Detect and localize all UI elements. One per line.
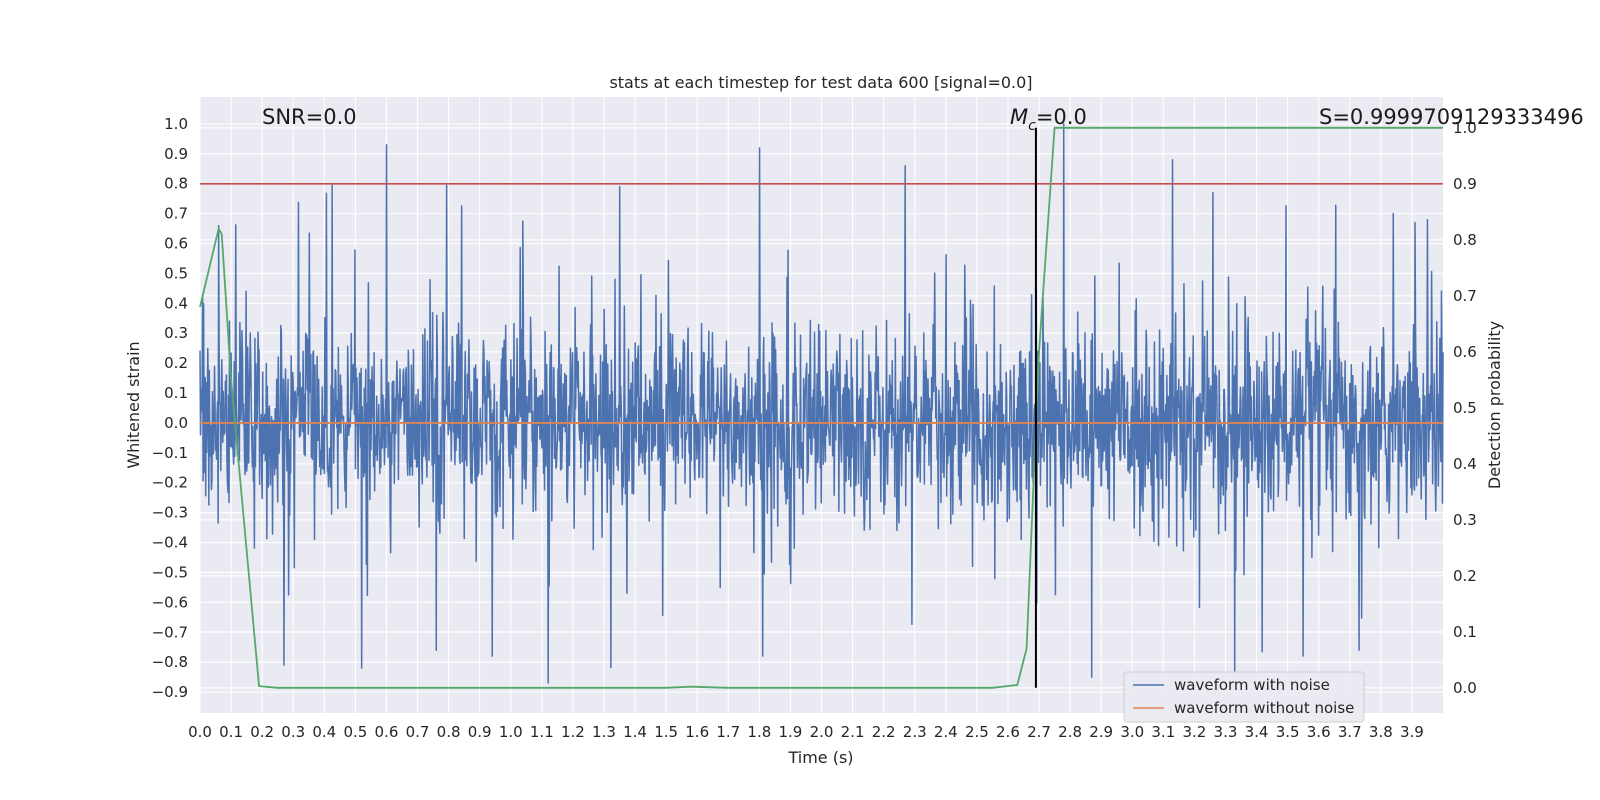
chirp-mass-annotation: Mc=0.0 bbox=[1010, 105, 1087, 134]
y2-tick-label: 0.4 bbox=[1453, 455, 1477, 473]
y-tick-label: 0.7 bbox=[164, 205, 188, 223]
y2-tick-label: 0.5 bbox=[1453, 399, 1477, 417]
y-tick-label: −0.2 bbox=[152, 474, 188, 492]
y-tick-label: 0.4 bbox=[164, 294, 188, 312]
x-tick-label: 1.5 bbox=[654, 723, 678, 741]
y-tick-label: −0.7 bbox=[152, 623, 188, 641]
y-tick-label: 0.5 bbox=[164, 264, 188, 282]
x-tick-label: 1.3 bbox=[592, 723, 616, 741]
x-tick-label: 3.2 bbox=[1182, 723, 1206, 741]
x-tick-label: 0.0 bbox=[188, 723, 212, 741]
snr-annotation: SNR=0.0 bbox=[262, 105, 357, 129]
detection-probability-line bbox=[199, 126, 1443, 689]
x-tick-label: 2.7 bbox=[1027, 723, 1051, 741]
x-tick-label: 1.8 bbox=[747, 723, 771, 741]
x-tick-label: 3.7 bbox=[1338, 723, 1362, 741]
x-tick-label: 0.4 bbox=[312, 723, 336, 741]
y-axis-label: Whitened strain bbox=[124, 341, 143, 468]
y-tick-label: 0.8 bbox=[164, 175, 188, 193]
y-tick-label: −0.9 bbox=[152, 683, 188, 701]
x-tick-label: 1.7 bbox=[716, 723, 740, 741]
x-tick-label: 1.2 bbox=[561, 723, 585, 741]
x-tick-label: 2.8 bbox=[1058, 723, 1082, 741]
y2-axis-label: Detection probability bbox=[1485, 321, 1504, 489]
noise-series bbox=[199, 123, 1444, 684]
y2-tick-label: 0.9 bbox=[1453, 175, 1477, 193]
x-tick-label: 3.0 bbox=[1120, 723, 1144, 741]
y2-tick-label: 0.6 bbox=[1453, 343, 1477, 361]
x-tick-label: 0.5 bbox=[343, 723, 367, 741]
x-tick-label: 2.4 bbox=[934, 723, 958, 741]
x-tick-label: 1.6 bbox=[685, 723, 709, 741]
x-tick-label: 1.1 bbox=[530, 723, 554, 741]
x-tick-label: 2.2 bbox=[872, 723, 896, 741]
x-tick-label: 2.0 bbox=[810, 723, 834, 741]
x-tick-label: 0.8 bbox=[437, 723, 461, 741]
y-tick-label: −0.5 bbox=[152, 563, 188, 581]
x-tick-label: 3.4 bbox=[1245, 723, 1269, 741]
y-tick-label: −0.4 bbox=[152, 534, 188, 552]
chirp-mass-value: =0.0 bbox=[1036, 105, 1087, 129]
y2-tick-label: 0.0 bbox=[1453, 679, 1477, 697]
x-tick-label: 3.1 bbox=[1151, 723, 1175, 741]
x-tick-label: 3.6 bbox=[1307, 723, 1331, 741]
y2-tick-label: 0.3 bbox=[1453, 511, 1477, 529]
x-tick-label: 2.9 bbox=[1089, 723, 1113, 741]
score-annotation: S=0.9999709129333496 bbox=[1319, 105, 1584, 129]
y-tick-label: 0.2 bbox=[164, 354, 188, 372]
legend-label-noise: waveform with noise bbox=[1174, 676, 1330, 694]
chart-title: stats at each timestep for test data 600… bbox=[609, 73, 1032, 92]
x-tick-label: 2.6 bbox=[996, 723, 1020, 741]
y-axis-left: −0.9 −0.8 −0.7 −0.6 −0.5 −0.4 −0.3 −0.2 −0.1 0.0 0… bbox=[152, 115, 188, 701]
y-tick-label: 1.0 bbox=[164, 115, 188, 133]
y-axis-right: 0.0 0.1 0.2 0.3 0.4 0.5 0.6 0.7 0.8 0.9 1.0 bbox=[1453, 119, 1477, 697]
x-axis: 0.0 0.1 0.2 0.3 0.4 0.5 0.6 0.7 0.8 0.9 1.0 1.1 1.2 1… bbox=[188, 723, 1424, 741]
x-tick-label: 0.2 bbox=[250, 723, 274, 741]
x-tick-label: 3.8 bbox=[1369, 723, 1393, 741]
x-tick-label: 0.9 bbox=[468, 723, 492, 741]
y-tick-label: 0.3 bbox=[164, 324, 188, 342]
y2-tick-label: 0.7 bbox=[1453, 287, 1477, 305]
y-tick-label: −0.3 bbox=[152, 504, 188, 522]
x-tick-label: 1.4 bbox=[623, 723, 647, 741]
y2-tick-label: 0.8 bbox=[1453, 231, 1477, 249]
x-tick-label: 3.5 bbox=[1276, 723, 1300, 741]
y2-tick-label: 0.1 bbox=[1453, 623, 1477, 641]
chirp-mass-symbol: M bbox=[1010, 105, 1028, 129]
x-tick-label: 3.3 bbox=[1214, 723, 1238, 741]
legend-box bbox=[1123, 671, 1365, 723]
x-tick-label: 1.0 bbox=[499, 723, 523, 741]
y-tick-label: 0.0 bbox=[164, 414, 188, 432]
y2-tick-label: 1.0 bbox=[1453, 119, 1477, 137]
chirp-mass-subscript: c bbox=[1028, 118, 1036, 134]
x-tick-label: 3.9 bbox=[1400, 723, 1424, 741]
y-tick-label: 0.1 bbox=[164, 384, 188, 402]
y-tick-label: 0.9 bbox=[164, 145, 188, 163]
waveform-with-noise-line bbox=[199, 123, 1444, 684]
x-tick-label: 0.3 bbox=[281, 723, 305, 741]
x-tick-label: 0.7 bbox=[406, 723, 430, 741]
y-tick-label: −0.6 bbox=[152, 593, 188, 611]
x-tick-label: 0.6 bbox=[375, 723, 399, 741]
x-tick-label: 2.5 bbox=[965, 723, 989, 741]
legend-label-clean: waveform without noise bbox=[1174, 699, 1354, 717]
x-tick-label: 2.1 bbox=[841, 723, 865, 741]
legend: waveform with noise waveform without noi… bbox=[1123, 671, 1365, 723]
y-tick-label: 0.6 bbox=[164, 235, 188, 253]
y2-tick-label: 0.2 bbox=[1453, 567, 1477, 585]
x-axis-label: Time (s) bbox=[787, 748, 853, 767]
x-tick-label: 1.9 bbox=[778, 723, 802, 741]
line-series bbox=[199, 126, 1443, 689]
x-tick-label: 0.1 bbox=[219, 723, 243, 741]
y-tick-label: −0.1 bbox=[152, 444, 188, 462]
y-tick-label: −0.8 bbox=[152, 653, 188, 671]
x-tick-label: 2.3 bbox=[903, 723, 927, 741]
